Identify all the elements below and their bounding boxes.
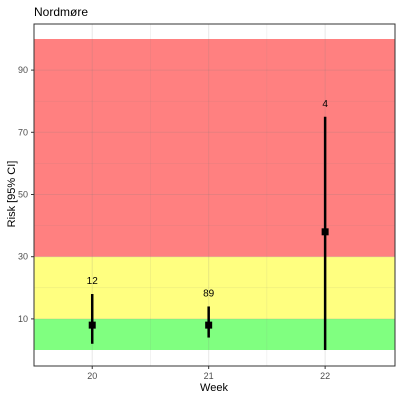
data-point-1	[205, 321, 213, 329]
risk-band-1	[34, 256, 395, 319]
chart-title: Nordmøre	[34, 5, 88, 19]
risk-band-2	[34, 39, 395, 257]
x-axis-title: Week	[200, 382, 228, 394]
y-tick-label-4: 90	[18, 65, 28, 75]
x-tick-label-2: 22	[320, 371, 330, 381]
plot-panel: 12 89 4	[33, 23, 396, 367]
risk-band-0	[34, 318, 395, 350]
data-label-1: 89	[203, 288, 215, 299]
y-axis-title: Risk [95% CI]	[6, 161, 18, 228]
x-tick-label-0: 20	[87, 371, 97, 381]
y-tick-label-2: 50	[18, 190, 28, 200]
data-label-2: 4	[322, 99, 328, 110]
y-tick-label-1: 30	[18, 252, 28, 262]
y-tick-label-3: 70	[18, 127, 28, 137]
data-label-0: 12	[87, 276, 99, 287]
y-tick-label-0: 10	[18, 314, 28, 324]
x-tick-label-1: 21	[204, 371, 214, 381]
data-point-2	[321, 228, 329, 236]
data-point-0	[88, 321, 96, 329]
